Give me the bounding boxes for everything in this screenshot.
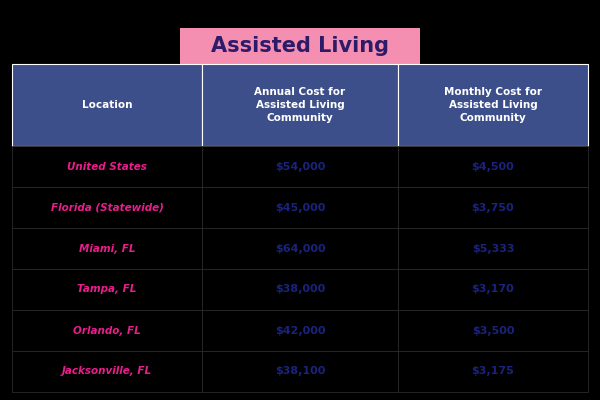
FancyBboxPatch shape — [398, 269, 588, 310]
Text: Tampa, FL: Tampa, FL — [77, 284, 137, 294]
Text: $38,000: $38,000 — [275, 284, 325, 294]
Text: $38,100: $38,100 — [275, 366, 325, 376]
Text: Monthly Cost for
Assisted Living
Community: Monthly Cost for Assisted Living Communi… — [444, 87, 542, 123]
FancyBboxPatch shape — [398, 228, 588, 269]
Text: Jacksonville, FL: Jacksonville, FL — [62, 366, 152, 376]
Text: $54,000: $54,000 — [275, 162, 325, 172]
FancyBboxPatch shape — [398, 187, 588, 228]
Text: $5,333: $5,333 — [472, 244, 514, 254]
FancyBboxPatch shape — [12, 351, 202, 392]
Text: $42,000: $42,000 — [275, 326, 325, 336]
Text: Orlando, FL: Orlando, FL — [73, 326, 141, 336]
FancyBboxPatch shape — [12, 228, 202, 269]
Text: Location: Location — [82, 100, 132, 110]
Text: $3,500: $3,500 — [472, 326, 514, 336]
FancyBboxPatch shape — [398, 351, 588, 392]
FancyBboxPatch shape — [202, 187, 398, 228]
Text: Annual Cost for
Assisted Living
Community: Annual Cost for Assisted Living Communit… — [254, 87, 346, 123]
FancyBboxPatch shape — [398, 146, 588, 187]
FancyBboxPatch shape — [12, 269, 202, 310]
Text: $3,170: $3,170 — [472, 284, 514, 294]
Text: Assisted Living: Assisted Living — [211, 36, 389, 56]
Text: Florida (Statewide): Florida (Statewide) — [50, 202, 163, 212]
FancyBboxPatch shape — [12, 146, 202, 187]
Text: Miami, FL: Miami, FL — [79, 244, 135, 254]
Text: $4,500: $4,500 — [472, 162, 514, 172]
FancyBboxPatch shape — [12, 64, 202, 146]
FancyBboxPatch shape — [398, 310, 588, 351]
Text: $64,000: $64,000 — [275, 244, 325, 254]
FancyBboxPatch shape — [202, 269, 398, 310]
Text: $45,000: $45,000 — [275, 202, 325, 212]
FancyBboxPatch shape — [202, 64, 398, 146]
Text: United States: United States — [67, 162, 147, 172]
FancyBboxPatch shape — [202, 146, 398, 187]
FancyBboxPatch shape — [12, 187, 202, 228]
FancyBboxPatch shape — [202, 228, 398, 269]
Text: $3,750: $3,750 — [472, 202, 514, 212]
FancyBboxPatch shape — [202, 351, 398, 392]
FancyBboxPatch shape — [202, 310, 398, 351]
FancyBboxPatch shape — [180, 28, 420, 64]
Text: $3,175: $3,175 — [472, 366, 514, 376]
FancyBboxPatch shape — [12, 310, 202, 351]
FancyBboxPatch shape — [398, 64, 588, 146]
